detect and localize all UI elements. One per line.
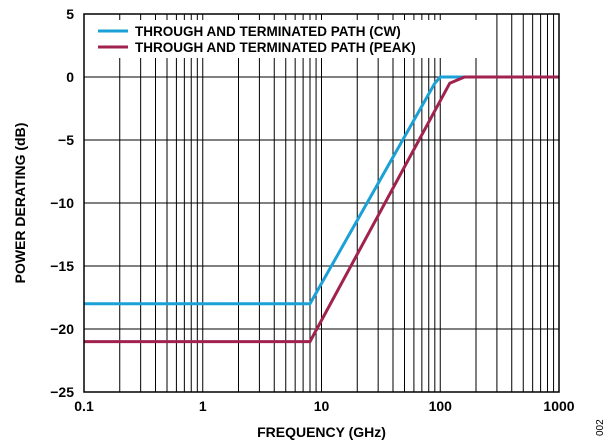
legend: THROUGH AND TERMINATED PATH (CW)THROUGH … xyxy=(92,20,482,58)
plot-frame xyxy=(83,13,560,393)
y-tick-label: −25 xyxy=(50,384,74,400)
x-axis-title: FREQUENCY (GHz) xyxy=(257,424,386,440)
x-tick-label: 10 xyxy=(314,398,330,414)
x-tick-label: 1000 xyxy=(543,398,574,414)
series-line xyxy=(84,75,559,344)
grid xyxy=(83,13,559,393)
x-tick-label: 1 xyxy=(199,398,207,414)
tick-labels: 0.1 1 10 100 1000 5 0 −5 −10 −15 −20 −25 xyxy=(50,6,575,414)
legend-label: THROUGH AND TERMINATED PATH (PEAK) xyxy=(135,40,416,55)
y-tick-label: −5 xyxy=(58,132,74,148)
y-axis-title: POWER DERATING (dB) xyxy=(12,123,28,284)
x-tick-label: 100 xyxy=(429,398,453,414)
y-tick-label: 0 xyxy=(66,69,74,85)
legend-label: THROUGH AND TERMINATED PATH (CW) xyxy=(135,24,401,39)
series-layer xyxy=(84,75,559,344)
x-tick-label: 0.1 xyxy=(74,398,94,414)
y-tick-label: −20 xyxy=(50,321,74,337)
legend-background xyxy=(92,20,482,58)
figure-code: 002 xyxy=(595,419,606,436)
y-tick-label: −10 xyxy=(50,195,74,211)
y-tick-label: 5 xyxy=(66,6,74,22)
y-tick-label: −15 xyxy=(50,258,74,274)
